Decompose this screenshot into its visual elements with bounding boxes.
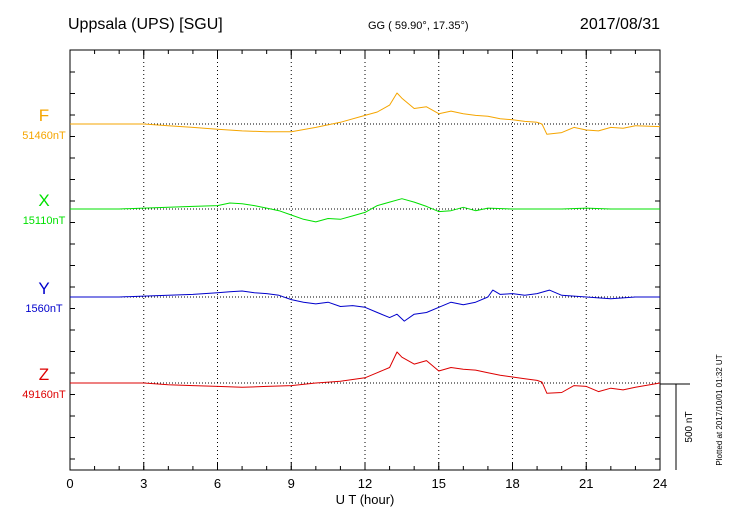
series-baseline-y: 1560nT: [25, 303, 63, 315]
series-baseline-x: 15110nT: [23, 215, 66, 227]
series-baseline-f: 51460nT: [22, 130, 66, 142]
plotted-at-note: Plotted at 2017/10/01 01:32 UT: [715, 354, 724, 465]
y-tick-marks: [70, 71, 660, 460]
series-line-z: [70, 351, 661, 394]
series-name-x: X: [38, 191, 49, 210]
baselines: [70, 123, 660, 384]
series-line-y: [70, 289, 660, 322]
scale-bar: 500 nT: [660, 383, 695, 470]
x-tick-label: 24: [653, 476, 667, 491]
x-tick-label: 21: [579, 476, 593, 491]
chart-date: 2017/08/31: [580, 16, 660, 33]
station-title: Uppsala (UPS) [SGU]: [68, 16, 223, 33]
x-tick-label: 15: [432, 476, 446, 491]
series-name-f: F: [39, 106, 49, 125]
series-line-x: [70, 198, 660, 223]
x-axis-label: U T (hour): [336, 492, 395, 507]
station-coordinates: GG ( 59.90°, 17.35°): [368, 20, 469, 32]
x-tick-label: 3: [140, 476, 147, 491]
series-line-f: [70, 92, 661, 135]
series-lines: [70, 92, 661, 394]
x-tick-label: 0: [66, 476, 73, 491]
x-tick-label: 18: [505, 476, 519, 491]
x-tick-label: 6: [214, 476, 221, 491]
vertical-grid: [143, 50, 587, 470]
x-tick-label: 9: [288, 476, 295, 491]
series-name-y: Y: [38, 279, 49, 298]
scale-bar-label: 500 nT: [684, 411, 695, 442]
series-labels: F 51460nT X 15110nT Y 1560nT Z 49160nT: [22, 106, 66, 401]
series-name-z: Z: [39, 365, 49, 384]
series-baseline-z: 49160nT: [22, 389, 66, 401]
x-axis-ticks: 0 3 6 9 12 15 18 21 24: [66, 50, 667, 491]
x-tick-label: 12: [358, 476, 372, 491]
